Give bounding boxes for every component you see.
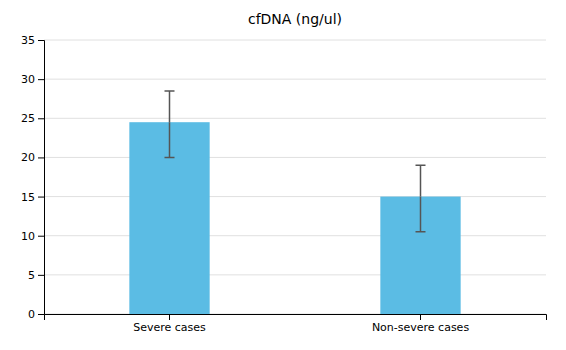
marks [129, 91, 460, 314]
y-tick-mark [38, 79, 44, 80]
grid-line [44, 157, 546, 158]
y-tick-label: 0 [28, 308, 35, 321]
grid-line [44, 40, 546, 41]
x-tick: Non-severe cases [372, 314, 470, 334]
y-axis: 0 5 10 15 20 25 30 35 [21, 34, 45, 321]
y-tick: 20 [21, 151, 44, 164]
y-tick: 5 [28, 269, 44, 282]
error-bar-lower [416, 197, 426, 232]
plot: 0 5 10 15 20 25 30 35 Severe cases Non-severe cas… [21, 34, 547, 334]
y-tick-mark [38, 314, 44, 315]
x-tick-label: Severe cases [133, 321, 206, 334]
x-axis-line [45, 315, 547, 321]
x-tick-label: Non-severe cases [372, 321, 470, 334]
y-tick-mark [38, 157, 44, 158]
y-tick: 35 [21, 34, 44, 47]
error-bar-upper [416, 165, 426, 196]
bar [129, 122, 209, 314]
y-tick-label: 25 [21, 112, 35, 125]
y-axis-line [38, 41, 45, 315]
x-axis: Severe cases Non-severe cases [45, 314, 547, 334]
y-tick-mark [38, 275, 44, 276]
x-tick-mark [169, 314, 170, 320]
grid-line [44, 235, 546, 236]
grid-line [44, 196, 546, 197]
y-tick: 30 [21, 73, 44, 86]
grid-line [44, 79, 546, 80]
bar [380, 197, 460, 314]
error-bar-lower [165, 122, 175, 157]
x-tick-mark [420, 314, 421, 320]
y-tick-mark [38, 236, 44, 237]
x-tick: Severe cases [133, 314, 206, 334]
y-tick: 10 [21, 230, 44, 243]
y-tick-label: 35 [21, 34, 35, 47]
y-tick-label: 15 [21, 191, 35, 204]
y-tick-mark [38, 118, 44, 119]
y-tick: 15 [21, 191, 44, 204]
grid [44, 40, 546, 314]
y-tick: 25 [21, 112, 44, 125]
error-bar [165, 91, 175, 158]
y-tick-label: 10 [21, 230, 35, 243]
y-tick-mark [38, 197, 44, 198]
grid-line [44, 118, 546, 119]
error-bar-upper [165, 91, 175, 122]
y-tick-label: 30 [21, 73, 35, 86]
y-tick-label: 5 [28, 269, 35, 282]
grid-line [44, 274, 546, 275]
error-bar [416, 165, 426, 232]
y-tick: 0 [28, 308, 44, 321]
y-tick-label: 20 [21, 151, 35, 164]
y-tick-mark [38, 40, 44, 41]
chart: 0 5 10 15 20 25 30 35 Severe cases Non-severe cas… [0, 0, 566, 350]
title: cfDNA (ng/ul) [248, 11, 342, 27]
